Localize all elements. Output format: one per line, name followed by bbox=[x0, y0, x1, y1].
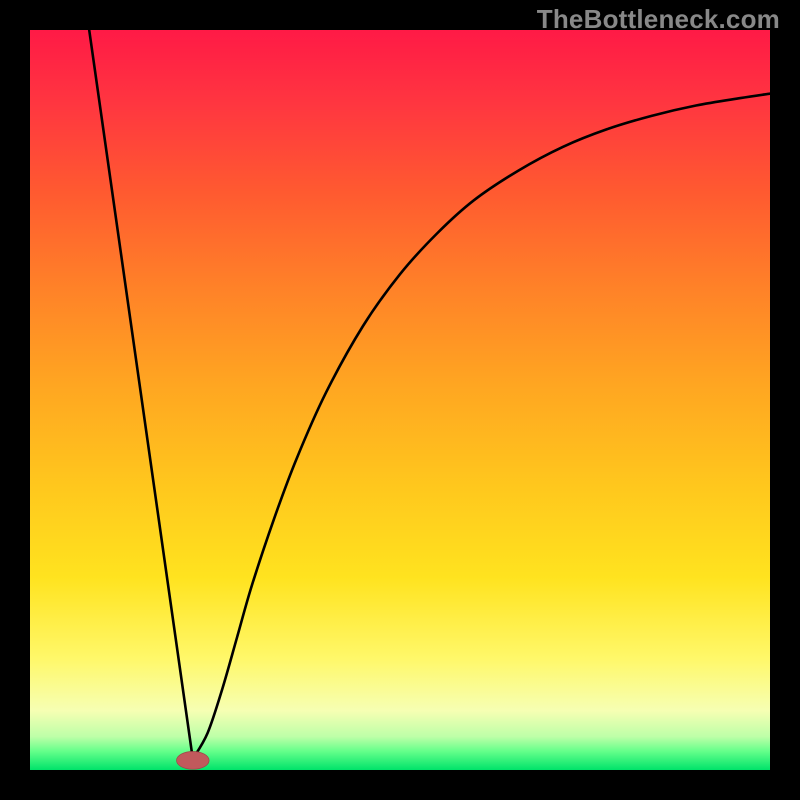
chart-container: TheBottleneck.com bbox=[0, 0, 800, 800]
chart-svg bbox=[30, 30, 770, 770]
plot-area bbox=[30, 30, 770, 770]
watermark-text: TheBottleneck.com bbox=[537, 4, 780, 35]
optimal-point-marker bbox=[177, 752, 210, 770]
